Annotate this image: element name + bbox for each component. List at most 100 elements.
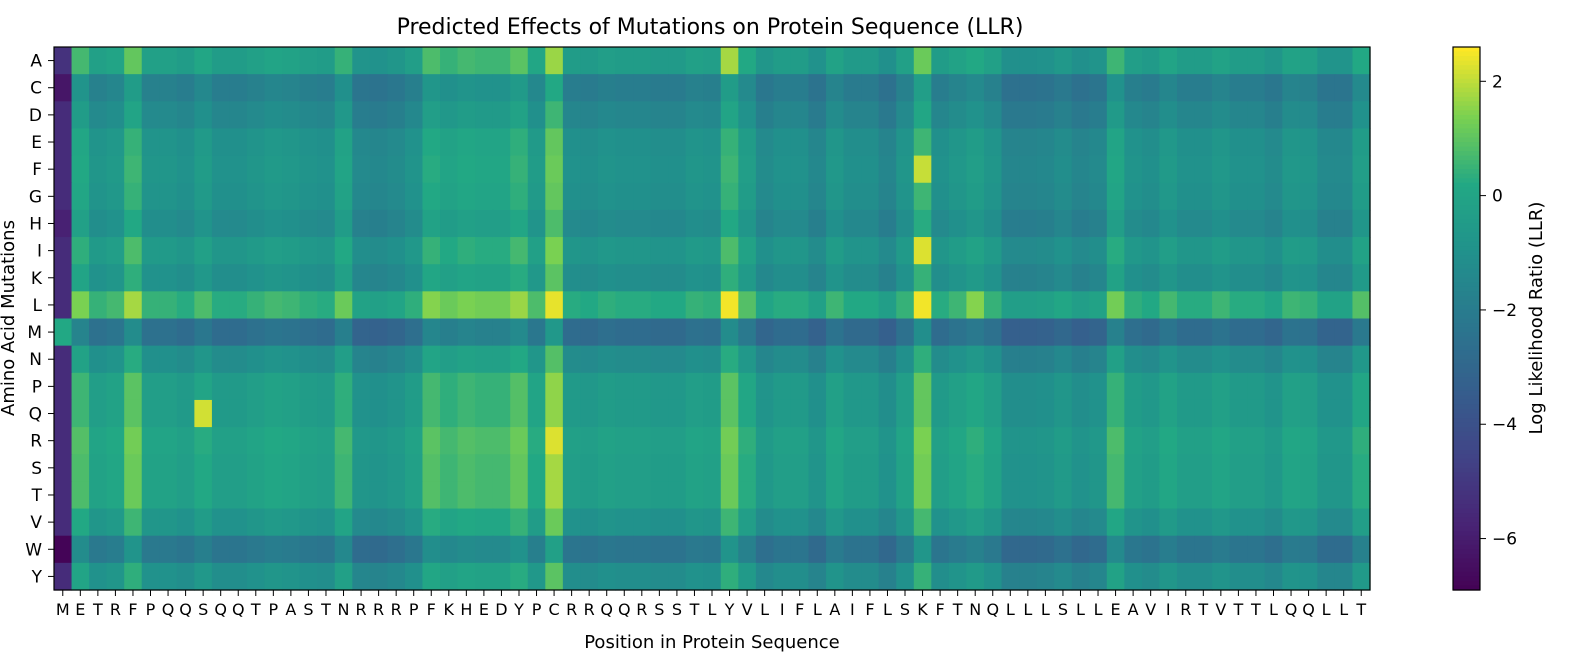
heatmap-cell bbox=[71, 508, 90, 537]
heatmap-cell bbox=[650, 399, 669, 428]
heatmap-cell bbox=[1212, 481, 1231, 510]
colorbar-segment bbox=[1453, 96, 1480, 102]
heatmap-cell bbox=[562, 264, 581, 292]
heatmap-cell bbox=[843, 74, 862, 102]
heatmap-cell bbox=[1229, 562, 1248, 591]
heatmap-cell bbox=[475, 318, 494, 347]
heatmap-cell bbox=[703, 264, 722, 292]
heatmap-cell bbox=[159, 237, 178, 265]
heatmap-cell bbox=[1317, 101, 1336, 130]
heatmap-cell bbox=[580, 535, 599, 564]
heatmap-cell bbox=[650, 508, 669, 537]
heatmap-cell bbox=[826, 155, 845, 184]
heatmap-cell bbox=[685, 155, 704, 184]
heatmap-cell bbox=[1089, 74, 1108, 102]
heatmap-cell bbox=[527, 535, 546, 564]
heatmap-cell bbox=[422, 454, 441, 482]
heatmap-cell bbox=[247, 454, 266, 482]
heatmap-cell bbox=[282, 128, 301, 157]
heatmap-cell bbox=[1124, 47, 1143, 75]
heatmap-cell bbox=[1247, 264, 1266, 292]
heatmap-cell bbox=[1159, 155, 1178, 184]
heatmap-cell bbox=[54, 535, 73, 564]
heatmap-cell bbox=[282, 481, 301, 510]
heatmap-cell bbox=[1194, 427, 1213, 455]
heatmap-cell bbox=[89, 101, 108, 130]
heatmap-cell bbox=[71, 237, 90, 265]
heatmap-cell bbox=[1247, 535, 1266, 564]
heatmap-cell bbox=[738, 291, 757, 320]
heatmap-cell bbox=[1019, 264, 1038, 292]
heatmap-cell bbox=[913, 481, 932, 510]
heatmap-cell bbox=[1229, 101, 1248, 130]
heatmap-cell bbox=[1317, 345, 1336, 374]
heatmap-cell bbox=[229, 101, 248, 130]
colorbar-segment bbox=[1453, 476, 1480, 483]
heatmap-cell bbox=[247, 399, 266, 428]
heatmap-cell bbox=[387, 291, 406, 320]
heatmap-cell bbox=[790, 399, 810, 428]
heatmap-cell bbox=[615, 508, 634, 537]
heatmap-cell bbox=[931, 101, 950, 130]
heatmap-cell bbox=[1054, 535, 1073, 564]
heatmap-cell bbox=[1176, 372, 1196, 401]
colorbar-segment bbox=[1453, 214, 1480, 220]
heatmap-cell bbox=[983, 535, 1003, 564]
colorbar-segment bbox=[1453, 418, 1480, 424]
colorbar-segment bbox=[1453, 246, 1480, 252]
heatmap-cell bbox=[159, 182, 178, 211]
heatmap-cell bbox=[71, 372, 90, 401]
x-tick-label: Q bbox=[1285, 600, 1298, 619]
heatmap-cell bbox=[352, 182, 371, 211]
heatmap-cell bbox=[1071, 318, 1090, 347]
heatmap-cell bbox=[264, 74, 283, 102]
heatmap-cell bbox=[615, 345, 634, 374]
heatmap-cell bbox=[1212, 182, 1231, 211]
heatmap-cell bbox=[878, 74, 897, 102]
heatmap-cell bbox=[1194, 372, 1213, 401]
heatmap-cell bbox=[71, 427, 90, 455]
heatmap-cell bbox=[71, 182, 90, 211]
heatmap-cell bbox=[404, 427, 424, 455]
heatmap-cell bbox=[1106, 237, 1125, 265]
heatmap-cell bbox=[790, 535, 810, 564]
y-tick-label: Y bbox=[31, 567, 43, 587]
heatmap-cell bbox=[475, 372, 494, 401]
heatmap-cell bbox=[1159, 318, 1178, 347]
heatmap-cell bbox=[738, 318, 757, 347]
heatmap-cell bbox=[1176, 264, 1196, 292]
heatmap-cell bbox=[492, 128, 511, 157]
heatmap-cell bbox=[1176, 562, 1196, 591]
heatmap-cell bbox=[247, 318, 266, 347]
heatmap-cell bbox=[808, 481, 827, 510]
heatmap-cell bbox=[755, 508, 775, 537]
x-tick-label: F bbox=[795, 600, 804, 619]
heatmap-cell bbox=[1159, 101, 1178, 130]
heatmap-cell bbox=[282, 508, 301, 537]
heatmap-cell bbox=[948, 427, 968, 455]
heatmap-cell bbox=[457, 508, 476, 537]
heatmap-cell bbox=[1282, 345, 1301, 374]
heatmap-cell bbox=[1036, 182, 1055, 211]
colorbar-segment bbox=[1453, 535, 1480, 541]
heatmap-cell bbox=[1159, 182, 1178, 211]
heatmap-cell bbox=[229, 454, 248, 482]
heatmap-cell bbox=[1317, 508, 1336, 537]
heatmap-cell bbox=[843, 399, 862, 428]
heatmap-cell bbox=[71, 318, 90, 347]
heatmap-cell bbox=[1141, 182, 1161, 211]
colorbar-segment bbox=[1453, 499, 1480, 505]
heatmap-cell bbox=[948, 182, 968, 211]
heatmap-cell bbox=[1089, 182, 1108, 211]
heatmap-cell bbox=[580, 318, 599, 347]
heatmap-cell bbox=[703, 291, 722, 320]
heatmap-cell bbox=[966, 182, 985, 211]
heatmap-cell bbox=[983, 182, 1003, 211]
heatmap-cell bbox=[527, 155, 546, 184]
heatmap-cell bbox=[1176, 237, 1196, 265]
heatmap-cell bbox=[387, 318, 406, 347]
colorbar-segment bbox=[1453, 228, 1480, 234]
heatmap-cell bbox=[878, 508, 897, 537]
heatmap-cell bbox=[755, 427, 775, 455]
heatmap-cell bbox=[194, 74, 213, 102]
